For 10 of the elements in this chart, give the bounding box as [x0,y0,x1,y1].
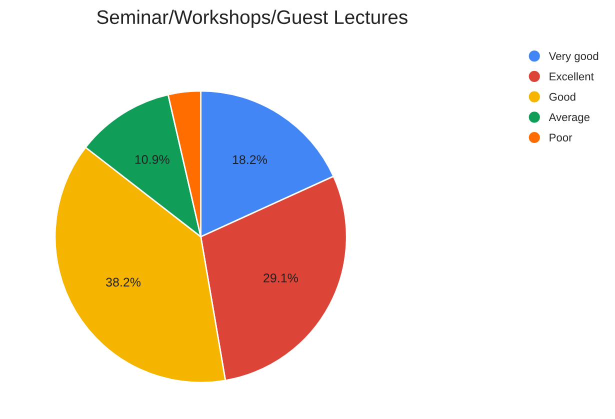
data-label: 10.9% [135,155,170,164]
chart-title: Seminar/Workshops/Guest Lectures [97,10,408,28]
data-label: 29.1% [264,274,298,282]
legend-label: Good [549,92,576,101]
data-label: 18.2% [232,155,267,164]
legend-label: Very good [548,52,598,62]
data-label: 38.2% [106,278,141,287]
legend-label: Average [548,113,590,124]
legend-label: Excellent [550,72,594,80]
legend-label: Poor [550,134,572,142]
